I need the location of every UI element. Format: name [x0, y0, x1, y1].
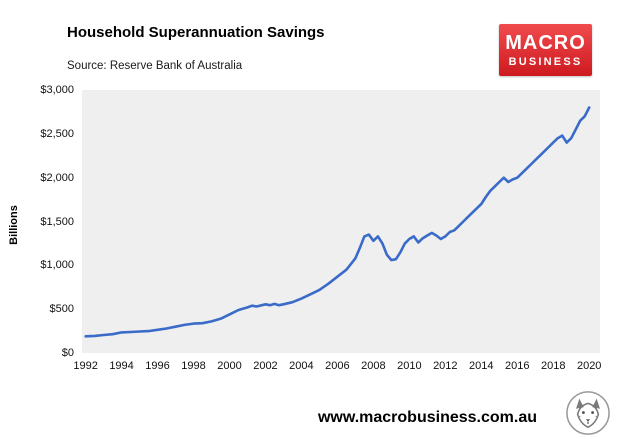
chart-title: Household Superannuation Savings [67, 24, 325, 41]
savings-line-svg [84, 106, 591, 338]
x-tick-label: 2004 [289, 360, 314, 372]
x-tick-label: 2020 [576, 360, 602, 372]
website-text: www.macrobusiness.com.au [317, 409, 537, 426]
x-tick-label: 1998 [181, 360, 206, 372]
x-tick-label: 2002 [253, 360, 278, 372]
y-tick-label: $1,000 [40, 259, 74, 272]
logo-line2: BUSINESS [508, 55, 583, 68]
y-tick-label: $0 [61, 347, 74, 359]
x-tick-label: 2012 [433, 360, 458, 372]
x-tick-label: 2000 [217, 360, 242, 372]
y-tick-label: $500 [49, 303, 74, 316]
y-tick-label: $2,000 [40, 171, 74, 184]
x-tick-label: 1994 [109, 360, 134, 372]
y-tick-label: $3,000 [40, 84, 74, 96]
x-tick-label: 2016 [505, 360, 530, 372]
x-tick-label: 2008 [361, 360, 386, 372]
savings-line [84, 106, 591, 338]
x-tick-label: 2010 [397, 360, 422, 372]
x-tick-label: 2014 [469, 360, 494, 372]
logo-line1: MACRO [505, 31, 586, 54]
chart: Billions $0 $500 $1,000 $1,500 $2,000 $2,500 $… [0, 84, 621, 385]
plot-area [82, 90, 600, 353]
macrobusiness-logo: MACRO BUSINESS [499, 24, 592, 76]
chart-source: Source: Reserve Bank of Australia [67, 60, 243, 72]
x-tick-label: 1996 [145, 360, 170, 372]
y-tick-label: $1,500 [40, 215, 74, 228]
y-tick-label: $2,500 [40, 127, 74, 140]
wolf-stamp-icon [566, 391, 610, 435]
x-tick-label: 1992 [73, 360, 98, 372]
x-tick-label: 2018 [540, 360, 566, 372]
x-tick-label: 2006 [325, 360, 350, 372]
